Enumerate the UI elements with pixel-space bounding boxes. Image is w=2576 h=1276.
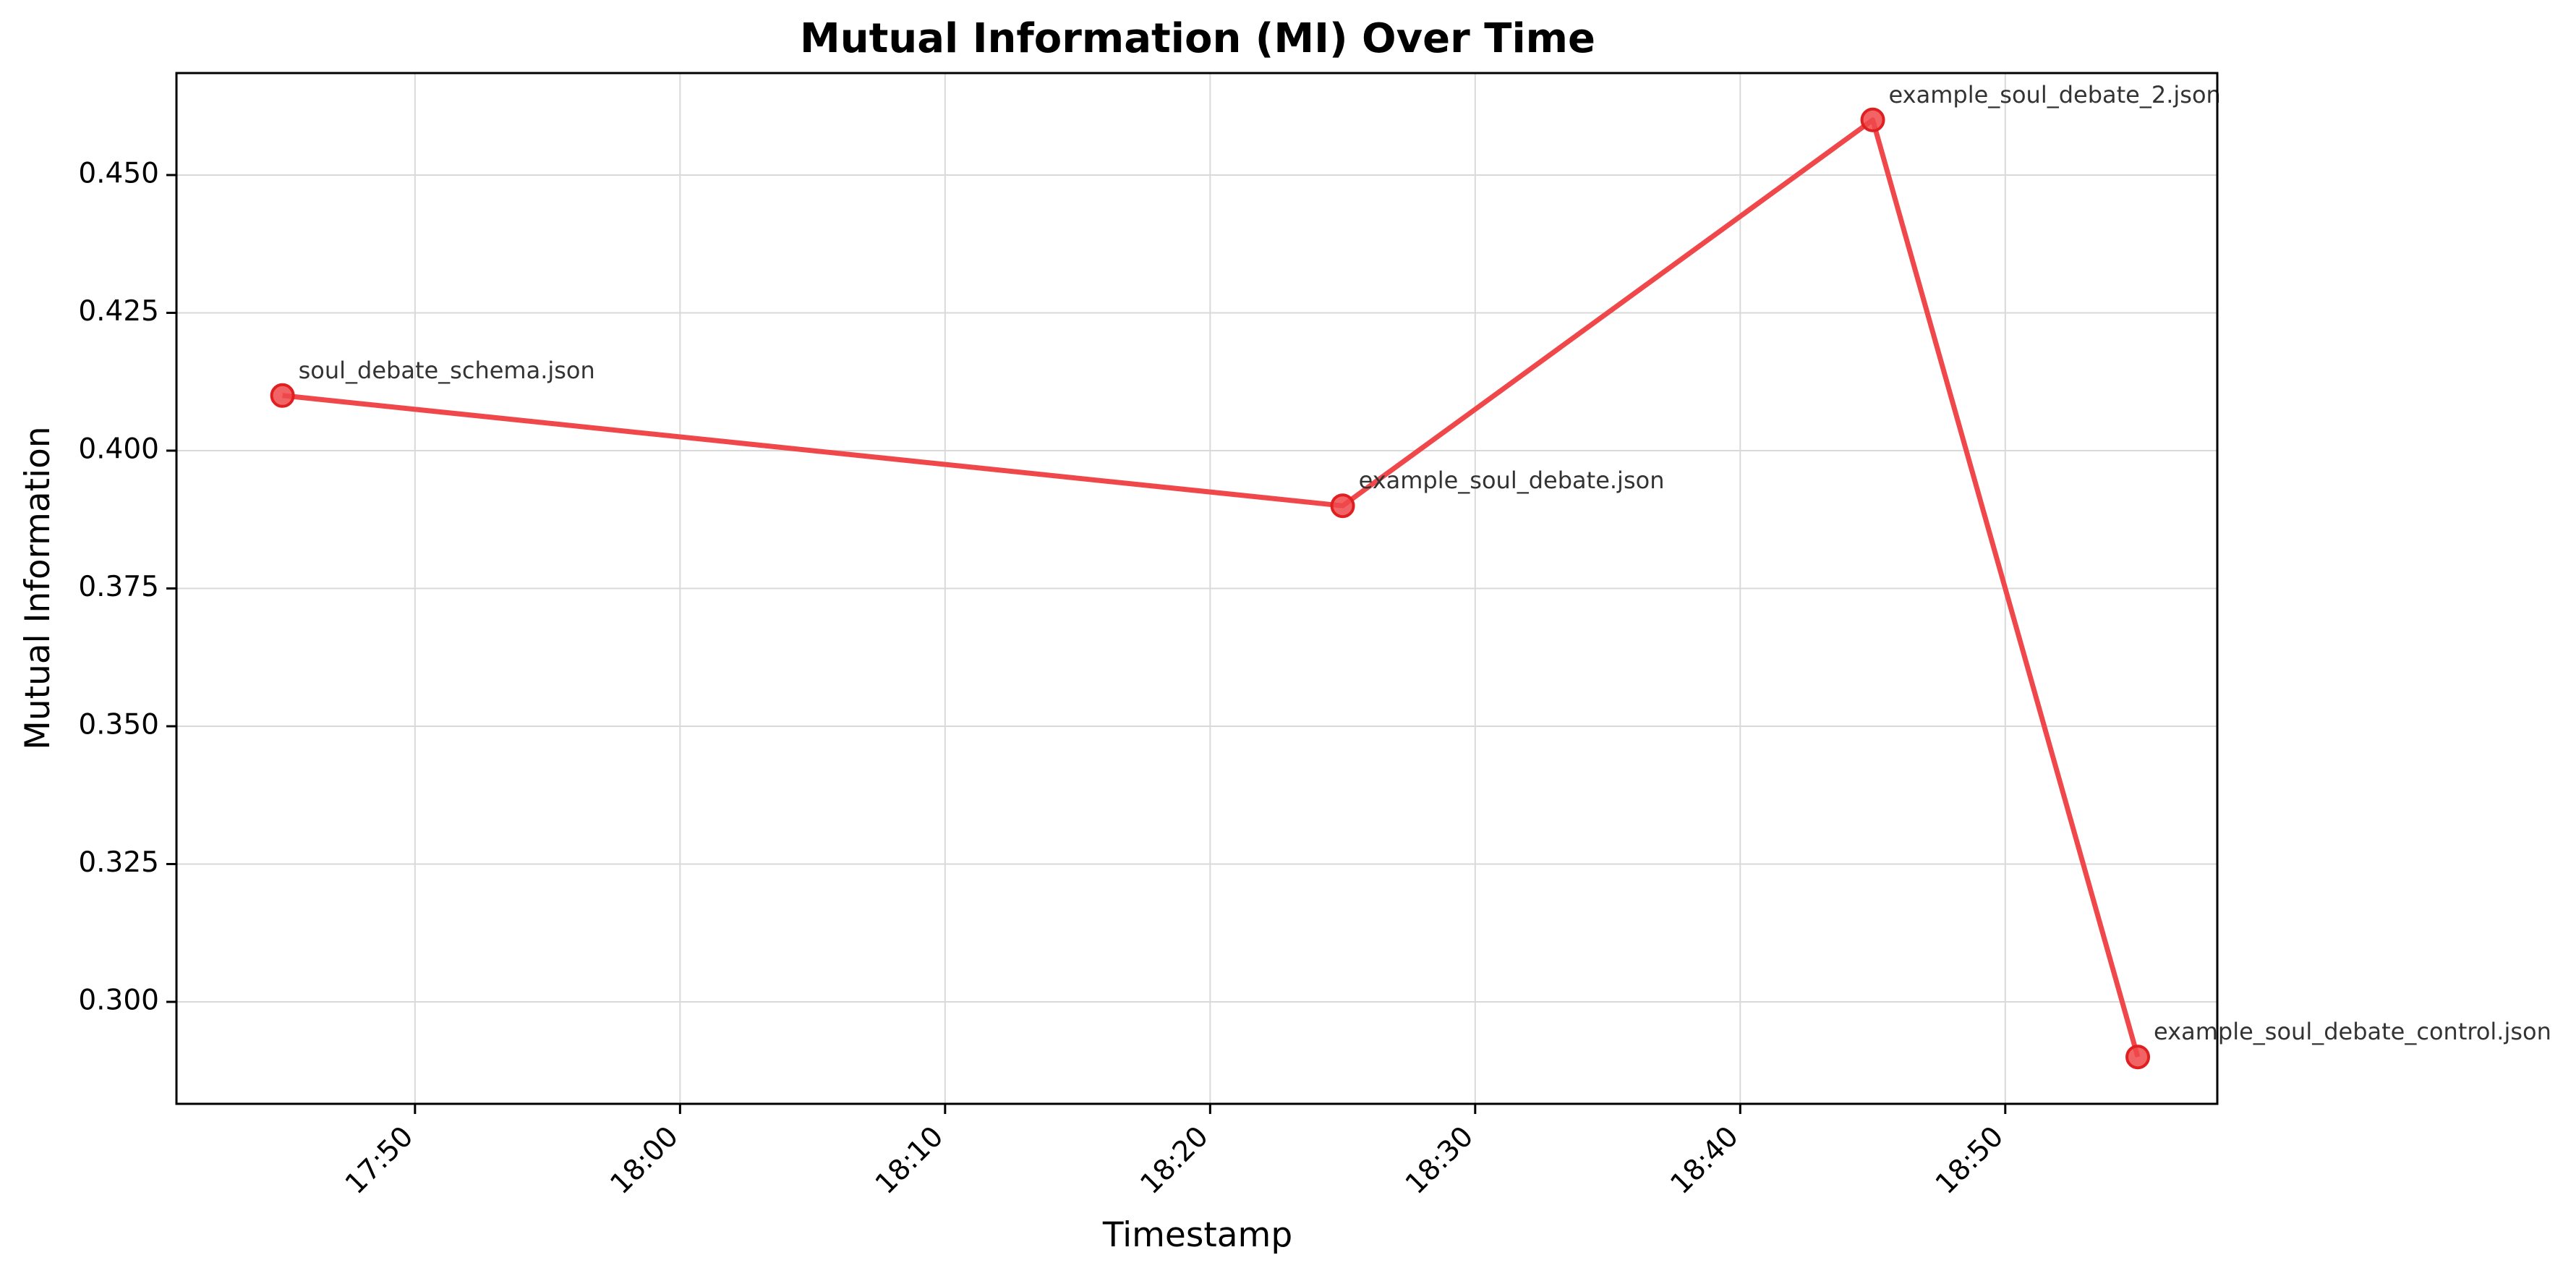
point-annotation: example_soul_debate_control.json — [2154, 1018, 2551, 1045]
chart-title: Mutual Information (MI) Over Time — [800, 15, 1595, 62]
y-tick-label: 0.425 — [78, 295, 159, 328]
x-tick-label: 18:30 — [1399, 1120, 1480, 1201]
point-labels-layer: soul_debate_schema.json example_soul_deba… — [299, 81, 2551, 1045]
series-line — [282, 117, 2141, 1058]
point-annotation: soul_debate_schema.json — [299, 357, 595, 384]
x-axis-ticks: 17:50 18:00 18:10 18:20 18:30 18:40 18:50 — [339, 1104, 2010, 1201]
y-tick-label: 0.325 — [78, 846, 159, 879]
data-point — [1330, 493, 1355, 519]
x-axis-label: Timestamp — [1102, 1215, 1292, 1255]
y-tick-label: 0.300 — [78, 984, 159, 1017]
x-tick-label: 17:50 — [339, 1120, 419, 1201]
x-tick-label: 18:20 — [1135, 1120, 1215, 1201]
y-tick-label: 0.350 — [78, 709, 159, 741]
y-tick-label: 0.375 — [78, 571, 159, 603]
data-point — [2125, 1045, 2151, 1070]
series-layer — [270, 107, 2151, 1070]
y-tick-label: 0.400 — [78, 433, 159, 465]
y-axis-label: Mutual Information — [18, 426, 58, 749]
grid-layer — [176, 73, 2217, 1104]
x-tick-label: 18:50 — [1929, 1120, 2010, 1201]
data-point — [270, 383, 295, 408]
data-point — [1860, 107, 1885, 132]
point-annotation: example_soul_debate.json — [1359, 467, 1665, 494]
point-annotation: example_soul_debate_2.json — [1889, 81, 2221, 109]
x-tick-label: 18:40 — [1665, 1120, 1745, 1201]
x-tick-label: 18:00 — [605, 1120, 685, 1201]
x-tick-label: 18:10 — [869, 1120, 950, 1201]
y-tick-label: 0.450 — [78, 157, 159, 190]
y-axis-ticks: 0.300 0.325 0.350 0.375 0.400 0.425 0.450 — [78, 157, 176, 1017]
